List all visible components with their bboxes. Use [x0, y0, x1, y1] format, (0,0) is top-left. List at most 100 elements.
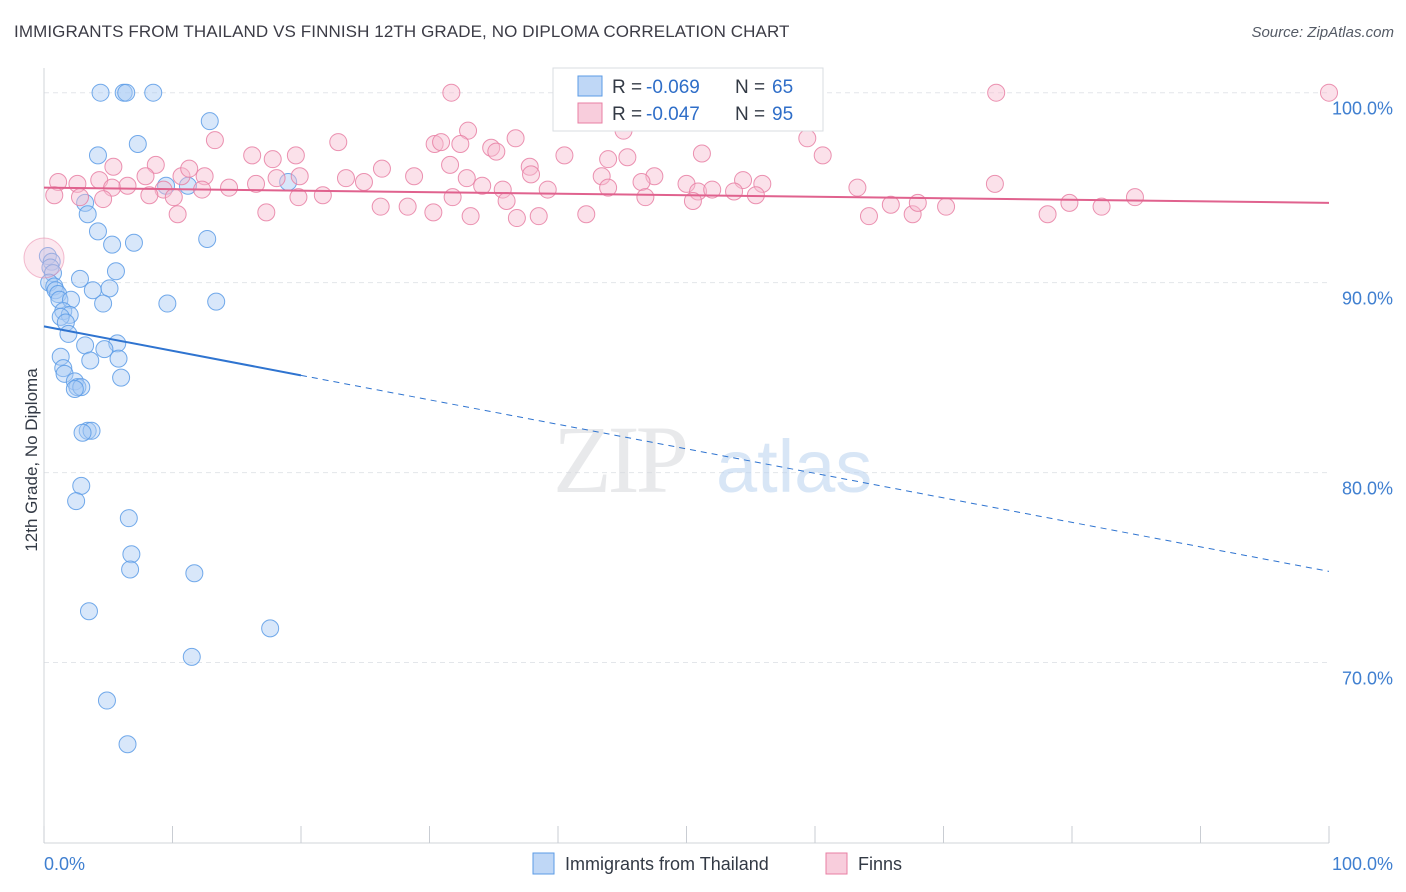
data-point-finns	[398, 197, 417, 216]
legend-r-value-2: -0.047	[646, 104, 700, 125]
data-point-thailand	[124, 233, 143, 252]
data-point-finns	[405, 167, 424, 186]
data-point-finns	[371, 197, 390, 216]
data-point-finns	[1038, 205, 1057, 224]
data-point-finns	[118, 176, 137, 195]
legend-n-value-2: 95	[772, 104, 793, 125]
data-point-thailand	[106, 262, 125, 281]
data-point-thailand	[59, 324, 78, 343]
watermark: ZIP atlas	[553, 406, 872, 513]
data-point-thailand	[42, 252, 61, 271]
source-label: Source: ZipAtlas.com	[1251, 24, 1394, 41]
data-point-thailand	[51, 307, 70, 326]
data-point-finns	[220, 178, 239, 197]
data-point-finns	[507, 209, 526, 228]
data-point-finns	[354, 172, 373, 191]
data-point-thailand	[144, 83, 163, 102]
data-point-finns	[459, 121, 478, 140]
bottom-legend: Immigrants from Thailand Finns	[532, 852, 902, 875]
data-point-finns	[506, 129, 525, 148]
data-point-finns	[487, 142, 506, 161]
data-point-finns	[205, 131, 224, 150]
data-point-finns	[636, 188, 655, 207]
data-point-thailand	[97, 691, 116, 710]
legend-swatch-blue	[577, 75, 603, 97]
data-point-finns	[903, 205, 922, 224]
data-point-thailand	[158, 294, 177, 313]
data-point-finns	[538, 180, 557, 199]
watermark-atlas: atlas	[716, 425, 872, 508]
data-point-finns	[136, 167, 155, 186]
data-point-thailand	[51, 347, 70, 366]
data-point-finns	[520, 157, 539, 176]
data-point-finns	[180, 159, 199, 178]
data-point-thailand	[72, 378, 91, 397]
data-point-thailand	[207, 292, 226, 311]
y-tick-label: 100.0%	[1332, 99, 1393, 119]
data-point-finns	[987, 83, 1006, 102]
data-point-thailand	[198, 229, 217, 248]
data-point-finns	[859, 207, 878, 226]
bottom-legend-label-finns: Finns	[858, 854, 902, 874]
data-point-finns	[457, 169, 476, 188]
data-point-finns	[425, 134, 444, 153]
data-point-finns	[529, 207, 548, 226]
data-point-finns	[286, 146, 305, 165]
data-point-thailand	[67, 492, 86, 511]
data-point-thailand	[95, 340, 114, 359]
data-point-finns	[497, 191, 516, 210]
data-point-finns	[164, 188, 183, 207]
data-point-finns	[94, 190, 113, 209]
trendline-finns	[43, 186, 1330, 204]
data-point-finns	[725, 182, 744, 201]
series-thailand-points	[38, 83, 298, 754]
data-point-finns	[692, 144, 711, 163]
data-point-finns	[336, 169, 355, 188]
data-point-finns	[937, 197, 956, 216]
legend-n-label-1: N =	[735, 77, 765, 98]
watermark-zip: ZIP	[553, 406, 686, 513]
data-point-finns	[442, 83, 461, 102]
data-point-finns	[703, 180, 722, 199]
data-point-finns	[263, 150, 282, 169]
data-point-finns	[441, 155, 460, 174]
data-point-finns	[848, 178, 867, 197]
data-point-finns	[49, 172, 68, 191]
data-point-finns	[798, 129, 817, 148]
data-point-finns	[257, 203, 276, 222]
data-point-thailand	[88, 146, 107, 165]
data-point-finns	[632, 172, 651, 191]
data-point-finns	[104, 157, 123, 176]
legend-n-label-2: N =	[735, 104, 765, 125]
data-point-finns	[432, 133, 451, 152]
legend-r-label-2: R =	[612, 104, 642, 125]
data-point-finns	[267, 169, 286, 188]
bottom-legend-swatch-pink	[825, 852, 848, 875]
data-point-finns	[313, 186, 332, 205]
data-point-thailand	[119, 509, 138, 528]
data-point-finns	[451, 134, 470, 153]
trendline-thailand	[43, 325, 302, 377]
data-point-finns	[881, 195, 900, 214]
data-point-thailand	[103, 235, 122, 254]
data-point-thailand	[72, 476, 91, 495]
data-point-thailand	[82, 421, 101, 440]
data-point-finns	[683, 191, 702, 210]
data-point-thailand	[55, 364, 74, 383]
data-point-thailand	[128, 134, 147, 153]
data-point-finns	[168, 205, 187, 224]
data-point-finns	[473, 176, 492, 195]
data-point-thailand	[79, 602, 98, 621]
data-point-finns	[70, 188, 89, 207]
bottom-legend-swatch-blue	[532, 852, 555, 875]
data-point-thailand	[73, 423, 92, 442]
y-axis-label-group: 12th Grade, No Diploma	[22, 368, 41, 552]
data-point-thailand	[70, 269, 89, 288]
data-point-finns	[140, 186, 159, 205]
data-point-finns	[813, 146, 832, 165]
legend-swatch-pink	[577, 102, 603, 124]
data-point-thailand	[109, 349, 128, 368]
trendline-thailand-extension	[300, 374, 1330, 572]
data-point-thailand	[88, 222, 107, 241]
